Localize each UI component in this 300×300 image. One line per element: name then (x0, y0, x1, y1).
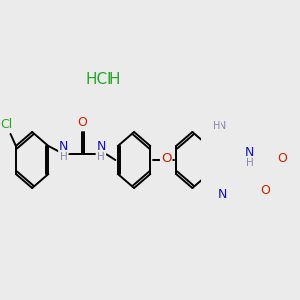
Text: H: H (98, 152, 105, 162)
Text: H: H (246, 158, 253, 168)
Text: Cl: Cl (0, 118, 13, 131)
Text: O: O (277, 152, 287, 166)
Text: O: O (77, 116, 87, 130)
Text: N: N (97, 140, 106, 152)
Text: O: O (260, 184, 270, 197)
Text: HCl: HCl (86, 73, 112, 88)
Text: N: N (245, 146, 254, 158)
Text: H: H (108, 73, 120, 88)
Text: N: N (217, 188, 227, 200)
Text: H: H (213, 121, 220, 131)
Text: N: N (59, 140, 68, 152)
Text: H: H (60, 152, 68, 162)
Text: O: O (161, 152, 172, 166)
Text: N: N (218, 121, 226, 131)
